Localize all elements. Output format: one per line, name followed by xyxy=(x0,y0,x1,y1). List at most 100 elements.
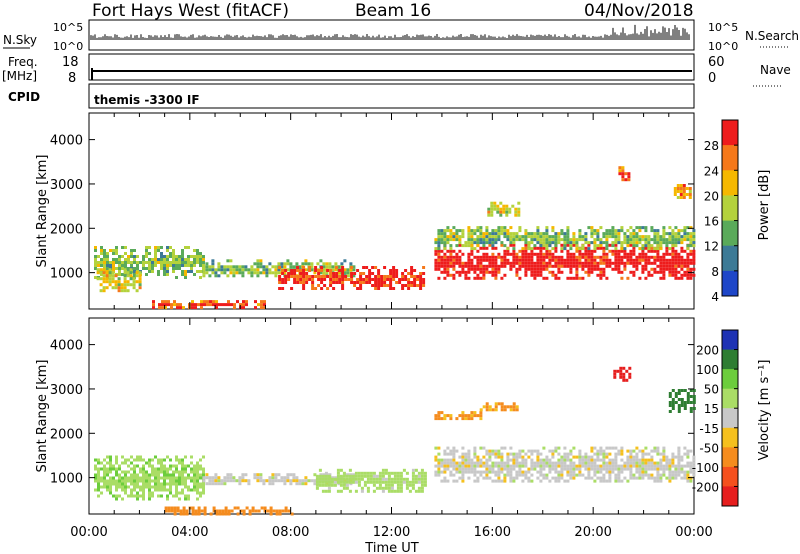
heatmap-cell-5 xyxy=(455,252,459,256)
heatmap-cell-2 xyxy=(420,486,424,490)
heatmap-cell-7 xyxy=(671,407,675,410)
heatmap-cell-0 xyxy=(97,261,100,264)
heatmap-cell-5 xyxy=(434,267,438,271)
heatmap-cell-3 xyxy=(344,275,348,278)
heatmap-cell-3 xyxy=(647,473,651,477)
heatmap-cell-0 xyxy=(115,249,118,252)
heatmap-cell-3 xyxy=(533,449,537,453)
heatmap-cell-3 xyxy=(467,458,471,462)
heatmap-cell-4 xyxy=(209,300,212,304)
heatmap-cell-3 xyxy=(296,275,300,278)
heatmap-cell-0 xyxy=(184,246,187,249)
heatmap-cell-0 xyxy=(169,467,172,471)
heatmap-cell-3 xyxy=(677,449,681,453)
heatmap-cell-0 xyxy=(202,455,205,459)
heatmap-cell-3 xyxy=(665,476,669,480)
heatmap-cell-3 xyxy=(473,479,477,483)
velocity-colorbar-label: Velocity [m s⁻¹] xyxy=(757,360,772,461)
heatmap-cell-6 xyxy=(689,244,693,248)
heatmap-cell-3 xyxy=(407,284,411,287)
heatmap-cell-5 xyxy=(449,249,453,253)
heatmap-cell-4 xyxy=(200,306,203,310)
heatmap-cell-3 xyxy=(563,461,567,465)
heatmap-cell-5 xyxy=(575,249,579,253)
heatmap-cell-3 xyxy=(284,278,288,281)
heatmap-cell-3 xyxy=(686,470,690,474)
heatmap-cell-5 xyxy=(587,255,591,259)
heatmap-cell-0 xyxy=(193,485,196,489)
nsky-label: N.Sky xyxy=(3,33,37,47)
heatmap-cell-5 xyxy=(569,252,573,256)
heatmap-cell-0 xyxy=(124,252,127,255)
heatmap-cell-5 xyxy=(581,267,585,271)
heatmap-cell-0 xyxy=(199,464,202,468)
heatmap-cell-0 xyxy=(112,258,115,261)
heatmap-cell-6 xyxy=(443,247,447,251)
heatmap-cell-0 xyxy=(166,482,169,486)
heatmap-cell-5 xyxy=(668,273,672,277)
heatmap-cell-3 xyxy=(530,479,534,483)
heatmap-cell-5 xyxy=(686,255,690,259)
heatmap-cell-1 xyxy=(298,482,302,486)
heatmap-cell-3 xyxy=(473,473,477,477)
heatmap-cell-5 xyxy=(482,267,486,271)
heatmap-cell-1 xyxy=(259,473,263,477)
heatmap-cell-9 xyxy=(676,187,680,190)
heatmap-cell-3 xyxy=(632,476,636,480)
heatmap-cell-3 xyxy=(383,284,387,287)
heatmap-cell-3 xyxy=(533,461,537,465)
heatmap-cell-3 xyxy=(635,458,639,462)
heatmap-cell-0 xyxy=(163,264,166,267)
heatmap-cell-0 xyxy=(202,470,205,474)
heatmap-cell-3 xyxy=(557,479,561,483)
heatmap-cell-5 xyxy=(476,276,480,280)
heatmap-cell-2 xyxy=(214,274,218,278)
heatmap-cell-3 xyxy=(482,470,486,474)
heatmap-cell-0 xyxy=(142,494,145,498)
heatmap-cell-2 xyxy=(351,480,355,484)
heatmap-cell-6 xyxy=(497,238,501,242)
heatmap-cell-3 xyxy=(479,461,483,465)
heatmap-cell-6 xyxy=(506,235,510,239)
heatmap-cell-7 xyxy=(490,204,494,208)
heatmap-cell-4 xyxy=(239,303,242,307)
heatmap-cell-3 xyxy=(500,446,504,450)
heatmap-cell-3 xyxy=(599,452,603,456)
heatmap-cell-5 xyxy=(602,252,606,256)
heatmap-cell-6 xyxy=(509,235,513,239)
heatmap-cell-3 xyxy=(554,470,558,474)
heatmap-cell-0 xyxy=(184,467,187,471)
heatmap-cell-3 xyxy=(281,272,285,275)
heatmap-cell-3 xyxy=(665,458,669,462)
heatmap-cell-2 xyxy=(340,262,344,266)
heatmap-cell-2 xyxy=(345,483,349,487)
heatmap-cell-5 xyxy=(668,264,672,268)
heatmap-cell-8 xyxy=(215,512,219,516)
heatmap-cell-6 xyxy=(509,238,513,242)
heatmap-cell-6 xyxy=(581,238,585,242)
heatmap-cell-3 xyxy=(395,269,399,272)
heatmap-cell-6 xyxy=(545,235,549,239)
heatmap-cell-8 xyxy=(227,512,231,516)
heatmap-cell-2 xyxy=(241,265,245,269)
heatmap-cell-2 xyxy=(334,268,338,272)
heatmap-cell-5 xyxy=(578,252,582,256)
heatmap-cell-5 xyxy=(461,270,465,274)
heatmap-cell-1 xyxy=(319,473,323,477)
heatmap-cell-0 xyxy=(196,491,199,495)
heatmap-cell-0 xyxy=(199,467,202,471)
heatmap-cell-2 xyxy=(247,271,251,275)
heatmap-cell-3 xyxy=(473,452,477,456)
heatmap-cell-3 xyxy=(566,479,570,483)
heatmap-cell-3 xyxy=(509,476,513,480)
heatmap-cell-3 xyxy=(677,455,681,459)
heatmap-cell-2 xyxy=(408,480,412,484)
heatmap-cell-6 xyxy=(548,238,552,242)
heatmap-cell-3 xyxy=(635,455,639,459)
heatmap-cell-1 xyxy=(214,473,218,477)
heatmap-cell-0 xyxy=(148,479,151,483)
heatmap-cell-2 xyxy=(280,265,284,269)
heatmap-cell-0 xyxy=(202,482,205,486)
heatmap-cell-6 xyxy=(581,235,585,239)
heatmap-cell-5 xyxy=(533,252,537,256)
